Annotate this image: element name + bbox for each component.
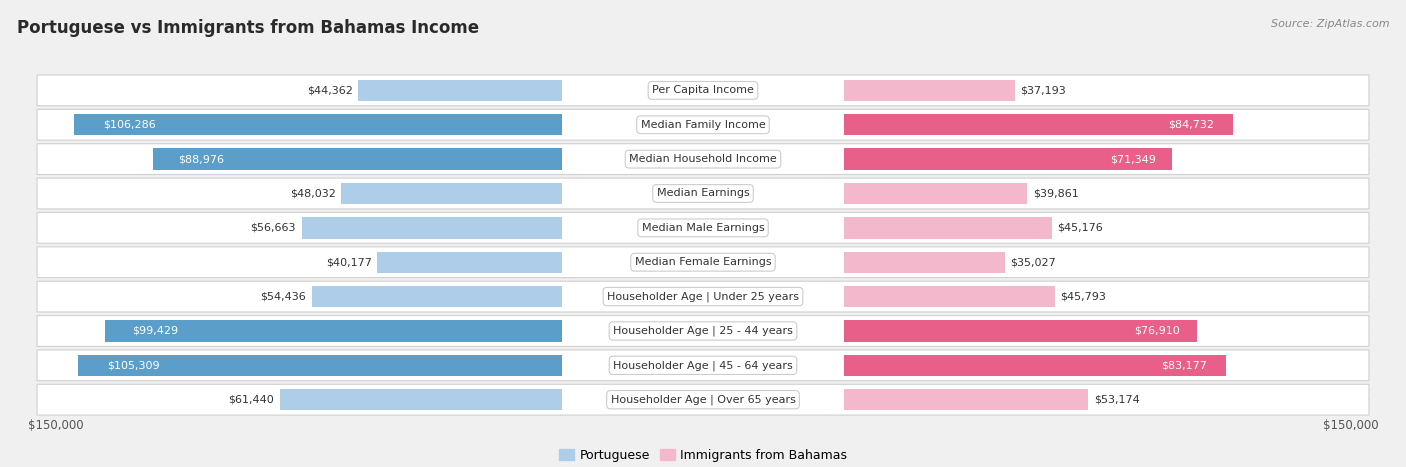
Bar [359,80,562,101]
Text: Median Family Income: Median Family Income [641,120,765,130]
Bar [844,114,1233,135]
FancyBboxPatch shape [37,316,1369,347]
Bar [301,217,562,239]
Text: $54,436: $54,436 [260,291,307,302]
FancyBboxPatch shape [37,350,1369,381]
Text: $76,910: $76,910 [1135,326,1180,336]
Text: $150,000: $150,000 [1323,418,1378,432]
FancyBboxPatch shape [37,144,1369,175]
Bar [844,80,1015,101]
Text: Portuguese vs Immigrants from Bahamas Income: Portuguese vs Immigrants from Bahamas In… [17,19,479,37]
Text: $44,362: $44,362 [307,85,353,95]
Text: Per Capita Income: Per Capita Income [652,85,754,95]
Text: Source: ZipAtlas.com: Source: ZipAtlas.com [1271,19,1389,28]
FancyBboxPatch shape [37,212,1369,243]
Bar [844,217,1052,239]
Text: $88,976: $88,976 [177,154,224,164]
Text: $71,349: $71,349 [1109,154,1156,164]
FancyBboxPatch shape [37,247,1369,277]
Bar [844,320,1198,341]
Text: $84,732: $84,732 [1168,120,1213,130]
FancyBboxPatch shape [37,75,1369,106]
Bar [844,286,1054,307]
Text: Median Earnings: Median Earnings [657,189,749,198]
Bar [844,252,1005,273]
Bar [153,149,562,170]
Text: $37,193: $37,193 [1021,85,1066,95]
Text: $99,429: $99,429 [132,326,179,336]
Bar [73,114,562,135]
Bar [312,286,562,307]
Text: $39,861: $39,861 [1033,189,1078,198]
Text: $45,793: $45,793 [1060,291,1107,302]
Bar [280,389,562,410]
Bar [844,149,1173,170]
Bar [377,252,562,273]
Text: Householder Age | 45 - 64 years: Householder Age | 45 - 64 years [613,360,793,371]
Text: $61,440: $61,440 [228,395,274,405]
Text: $48,032: $48,032 [290,189,336,198]
Text: $56,663: $56,663 [250,223,297,233]
Bar [844,354,1226,376]
Text: $106,286: $106,286 [103,120,156,130]
FancyBboxPatch shape [37,109,1369,140]
FancyBboxPatch shape [37,178,1369,209]
Text: $53,174: $53,174 [1094,395,1140,405]
Text: $45,176: $45,176 [1057,223,1102,233]
FancyBboxPatch shape [37,384,1369,415]
Text: $40,177: $40,177 [326,257,371,267]
Bar [844,389,1088,410]
Text: Median Male Earnings: Median Male Earnings [641,223,765,233]
Text: Householder Age | Over 65 years: Householder Age | Over 65 years [610,395,796,405]
FancyBboxPatch shape [37,281,1369,312]
Bar [105,320,562,341]
Text: Householder Age | 25 - 44 years: Householder Age | 25 - 44 years [613,325,793,336]
Text: $105,309: $105,309 [107,361,160,370]
Text: Householder Age | Under 25 years: Householder Age | Under 25 years [607,291,799,302]
Bar [79,354,562,376]
Text: Median Female Earnings: Median Female Earnings [634,257,772,267]
Text: Median Household Income: Median Household Income [628,154,778,164]
Text: $150,000: $150,000 [28,418,83,432]
Legend: Portuguese, Immigrants from Bahamas: Portuguese, Immigrants from Bahamas [554,444,852,467]
Bar [844,183,1028,204]
Bar [342,183,562,204]
Text: $83,177: $83,177 [1161,361,1208,370]
Text: $35,027: $35,027 [1011,257,1056,267]
